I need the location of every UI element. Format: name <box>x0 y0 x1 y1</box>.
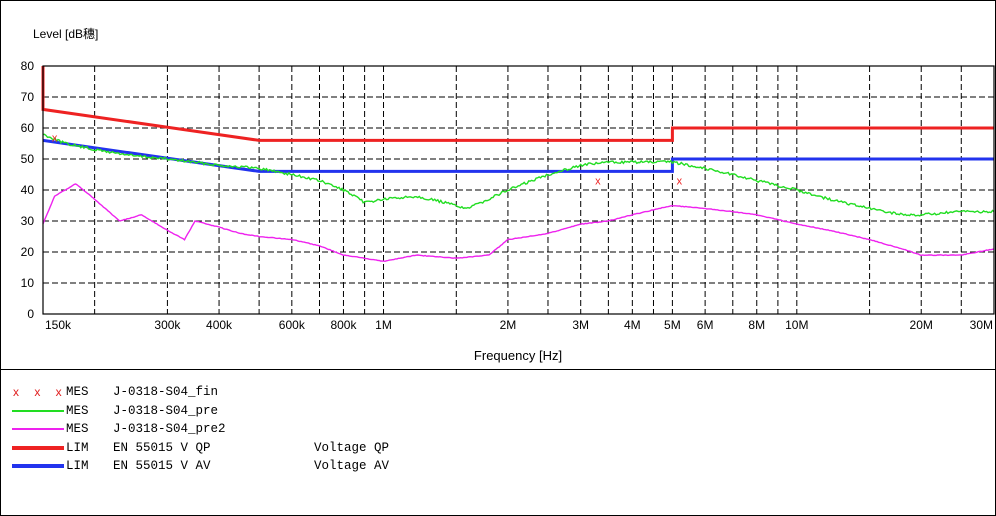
x-tick-label: 4M <box>624 318 641 332</box>
legend-kind: MES <box>66 385 89 399</box>
grid-lines <box>43 66 994 314</box>
x-tick-label: 8M <box>748 318 765 332</box>
series-line-j-0318-s04_pre2 <box>42 183 995 263</box>
legend-label: EN 55015 V QP <box>113 440 211 455</box>
legend-row: x x x MES J-0318-S04_fin <box>0 383 996 401</box>
x-tick-label: 800k <box>330 318 357 332</box>
legend-label: J-0318-S04_pre <box>113 403 219 418</box>
final-mark-point: x <box>52 132 58 144</box>
x-tick-label: 150k <box>45 318 72 332</box>
legend-kind: MES <box>66 403 89 418</box>
legend-row: LIM EN 55015 V AV Voltage AV <box>0 457 996 475</box>
y-tick-label: 70 <box>21 90 35 104</box>
series-line-j-0318-s04_pre <box>42 133 995 217</box>
legend-divider <box>0 369 996 370</box>
emc-chart: Level [dB穗] Frequency [Hz] 0 10 20 30 40 50 60… <box>21 27 995 363</box>
x-tick-label: 1M <box>375 318 392 332</box>
plot-border <box>42 65 995 315</box>
x-tick-label: 20M <box>910 318 933 332</box>
x-tick-labels: 150k 300k 400k 600k 800k 1M 2M 3M 4M 5M 6M 8M 10M 20M… <box>45 318 993 332</box>
x-tick-label: 2M <box>500 318 517 332</box>
y-tick-label: 50 <box>21 152 35 166</box>
y-tick-label: 60 <box>21 121 35 135</box>
legend-kind: LIM <box>66 459 89 473</box>
x-tick-label: 5M <box>664 318 681 332</box>
y-tick-label: 0 <box>27 307 34 321</box>
legend-kind: LIM <box>66 440 89 455</box>
legend-desc: Voltage AV <box>314 459 390 473</box>
x-tick-label: 30M <box>970 318 993 332</box>
x-tick-label: 300k <box>154 318 181 332</box>
y-tick-label: 80 <box>21 59 35 73</box>
legend-label: J-0318-S04_pre2 <box>113 422 226 436</box>
legend-label: EN 55015 V AV <box>113 459 211 473</box>
legend-label: J-0318-S04_fin <box>113 385 219 399</box>
y-tick-label: 20 <box>21 245 35 259</box>
legend-swatch <box>12 409 64 412</box>
final-mark-point: x <box>595 176 601 188</box>
legend-swatch <box>12 445 64 450</box>
x-tick-label: 3M <box>572 318 589 332</box>
y-tick-label: 40 <box>21 183 35 197</box>
series-line-en-55015-v-qp <box>41 66 994 142</box>
legend-swatch <box>12 464 64 468</box>
y-axis-label: Level [dB穗] <box>33 27 98 41</box>
legend-row: MES J-0318-S04_pre2 <box>0 420 996 438</box>
legend-kind: MES <box>66 422 89 436</box>
x-tick-label: 10M <box>785 318 808 332</box>
y-tick-label: 10 <box>21 276 35 290</box>
legend-row: LIM EN 55015 V QP Voltage QP <box>0 439 996 457</box>
series-lines <box>41 66 995 263</box>
series-line-en-55015-v-av <box>42 138 994 173</box>
y-tick-labels: 0 10 20 30 40 50 60 70 80 <box>21 59 35 321</box>
x-tick-label: 400k <box>206 318 233 332</box>
legend-desc: Voltage QP <box>314 440 390 455</box>
x-tick-label: 600k <box>279 318 306 332</box>
x-tick-label: 6M <box>697 318 714 332</box>
x-axis-label: Frequency [Hz] <box>474 348 562 363</box>
legend-marks-icon: x x x <box>13 385 68 399</box>
legend-swatch <box>12 428 64 430</box>
y-tick-label: 30 <box>21 214 35 228</box>
final-marks: x x x <box>52 132 683 187</box>
final-mark-point: x <box>677 176 683 188</box>
legend-row: MES J-0318-S04_pre <box>0 402 996 420</box>
